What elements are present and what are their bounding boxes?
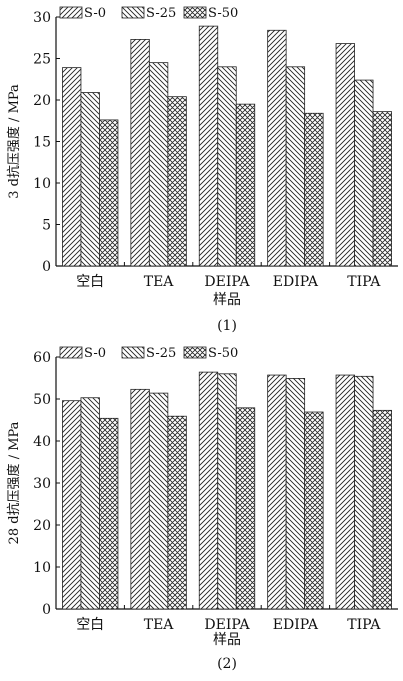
x-tick-label: EDIPA bbox=[273, 274, 319, 290]
y-tick-label: 0 bbox=[42, 259, 51, 275]
panel-caption: (1) bbox=[217, 318, 237, 334]
bar-s-25-2 bbox=[217, 373, 237, 610]
legend-label-s-0: S-0 bbox=[84, 346, 106, 361]
y-tick-label: 60 bbox=[33, 350, 51, 366]
bar-s-50-4 bbox=[372, 409, 392, 610]
chart-panel-2: 0 10 20 30 40 50 60 28 d抗压强度 / MPa 空白 TEA DEIPA EDI… bbox=[6, 346, 398, 672]
legend-swatch-s-0 bbox=[59, 6, 83, 19]
y-axis-title: 3 d抗压强度 / MPa bbox=[6, 84, 22, 199]
y-tick-label: 25 bbox=[33, 52, 51, 68]
bar-s-25-1 bbox=[148, 392, 169, 610]
bar-s-25-4 bbox=[354, 79, 374, 267]
x-tick-label: TIPA bbox=[347, 274, 381, 290]
legend-swatch-s-50 bbox=[183, 6, 207, 19]
x-tick-label: 空白 bbox=[76, 617, 104, 633]
legend-swatch-s-25 bbox=[121, 6, 145, 19]
legend: S-0 S-25 S-50 bbox=[59, 6, 238, 21]
x-tick-label: EDIPA bbox=[273, 617, 319, 633]
bar-s-25-0 bbox=[80, 397, 100, 610]
x-axis-title: 样品 bbox=[213, 292, 241, 308]
bar-s-50-3 bbox=[304, 112, 324, 267]
bar-s-0-2 bbox=[198, 25, 219, 267]
y-tick-label: 10 bbox=[33, 176, 51, 192]
y-tick-label: 15 bbox=[33, 135, 51, 151]
y-tick-label: 50 bbox=[33, 392, 51, 408]
y-tick-label: 30 bbox=[33, 10, 51, 26]
bar-s-0-3 bbox=[267, 29, 287, 267]
bar-s-50-3 bbox=[304, 411, 324, 610]
bar-s-0-1 bbox=[130, 39, 150, 267]
legend-swatch-s-0 bbox=[59, 346, 83, 359]
y-tick-label: 0 bbox=[42, 602, 51, 618]
y-tick-label: 20 bbox=[33, 518, 51, 534]
bar-s-0-3 bbox=[267, 374, 287, 610]
x-axis-title: 样品 bbox=[213, 632, 241, 648]
bar-s-0-4 bbox=[335, 43, 355, 267]
y-tick-label: 20 bbox=[33, 93, 51, 109]
bar-s-25-3 bbox=[285, 66, 306, 267]
legend-swatch-s-50 bbox=[183, 346, 207, 359]
y-tick-label: 30 bbox=[33, 476, 51, 492]
y-tick-label: 5 bbox=[42, 218, 51, 234]
bar-s-0-2 bbox=[198, 371, 219, 610]
x-tick-label: 空白 bbox=[76, 274, 104, 290]
bar-s-50-2 bbox=[235, 407, 256, 610]
bar-s-25-3 bbox=[285, 378, 306, 610]
panel-caption: (2) bbox=[217, 656, 237, 672]
legend-label-s-25: S-25 bbox=[146, 6, 176, 21]
bar-s-0-4 bbox=[335, 374, 355, 610]
legend-label-s-0: S-0 bbox=[84, 6, 106, 21]
bar-s-50-1 bbox=[167, 96, 187, 267]
y-tick-label: 10 bbox=[33, 560, 51, 576]
x-tick-label: TEA bbox=[144, 274, 175, 290]
y-axis-title: 28 d抗压强度 / MPa bbox=[6, 421, 22, 544]
x-tick-label: TEA bbox=[144, 617, 175, 633]
bar-s-0-0 bbox=[62, 400, 82, 610]
bar-s-50-2 bbox=[235, 103, 256, 267]
bar-s-25-4 bbox=[354, 375, 374, 610]
bar-s-25-1 bbox=[148, 62, 169, 267]
legend-label-s-25: S-25 bbox=[146, 346, 176, 361]
legend-label-s-50: S-50 bbox=[208, 6, 238, 21]
bar-s-50-1 bbox=[167, 415, 187, 610]
bar-s-50-0 bbox=[99, 417, 119, 610]
x-tick-label: DEIPA bbox=[204, 274, 250, 290]
bar-s-25-0 bbox=[80, 92, 100, 267]
bar-s-50-4 bbox=[372, 111, 392, 267]
x-tick-label: DEIPA bbox=[204, 617, 250, 633]
bar-s-25-2 bbox=[217, 66, 237, 267]
y-tick-label: 40 bbox=[33, 434, 51, 450]
chart-panel-1: 0 5 10 15 20 25 30 3 d抗压强度 / MPa 空白 TEA DEIPA EDIPA… bbox=[6, 6, 398, 334]
bar-s-50-0 bbox=[99, 119, 119, 267]
legend: S-0 S-25 S-50 bbox=[59, 346, 238, 361]
legend-swatch-s-25 bbox=[121, 346, 145, 359]
legend-label-s-50: S-50 bbox=[208, 346, 238, 361]
bar-s-0-1 bbox=[130, 388, 150, 610]
x-tick-label: TIPA bbox=[347, 617, 381, 633]
bar-s-0-0 bbox=[62, 67, 82, 267]
